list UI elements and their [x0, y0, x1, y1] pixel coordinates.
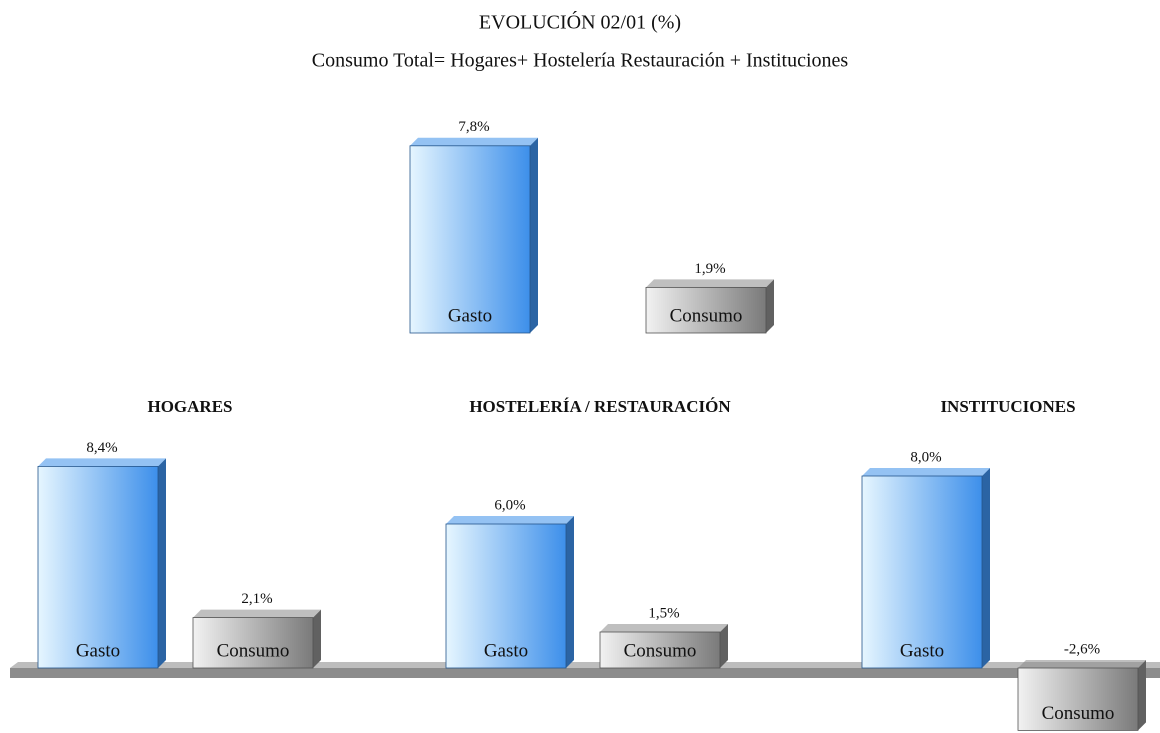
bar: [37, 458, 166, 669]
bar: [861, 468, 990, 669]
bar: [445, 516, 574, 669]
value-label: -2,6%: [1064, 641, 1100, 657]
floor-top: [10, 662, 1160, 668]
value-label: 8,0%: [910, 449, 941, 465]
bar-front: [409, 145, 531, 334]
bar-top: [1018, 660, 1146, 668]
bar-top: [600, 624, 728, 632]
bar-front: [192, 617, 314, 669]
category-label: Consumo: [670, 305, 743, 326]
bar: [192, 609, 321, 669]
bar-side: [1138, 660, 1146, 731]
chart-title: HOSTELERÍA / RESTAURACIÓN: [469, 397, 731, 416]
bar: [1017, 660, 1146, 731]
floor: [10, 668, 1160, 678]
value-label: 1,9%: [694, 261, 725, 277]
value-label: 2,1%: [241, 591, 272, 607]
value-label: 7,8%: [458, 119, 489, 135]
bar: [409, 137, 538, 334]
category-label: Gasto: [900, 640, 944, 661]
category-label: Gasto: [76, 640, 120, 661]
chart-title: EVOLUCIÓN 02/01 (%): [479, 10, 681, 34]
category-label: Consumo: [217, 640, 290, 661]
bar-top: [410, 137, 538, 146]
category-label: Consumo: [624, 640, 697, 661]
bar-top: [38, 458, 166, 467]
bar-side: [313, 609, 321, 668]
bar-front: [37, 465, 159, 669]
bar-top: [193, 609, 321, 618]
bar-side: [530, 137, 538, 333]
bar: [599, 624, 728, 669]
bar-front: [445, 523, 567, 669]
category-label: Consumo: [1042, 703, 1115, 724]
chart-title: HOGARES: [147, 397, 232, 416]
bar-top: [862, 468, 990, 476]
value-label: 8,4%: [86, 440, 117, 456]
bar-side: [566, 516, 574, 668]
bar-front: [1017, 667, 1139, 731]
category-label: Gasto: [484, 640, 528, 661]
chart-subtitle: Consumo Total= Hogares+ Hostelería Resta…: [312, 50, 849, 72]
bar-side: [720, 624, 728, 668]
category-label: Gasto: [448, 305, 492, 326]
bar-front: [645, 286, 767, 334]
bar-front: [599, 631, 721, 669]
bar-top: [446, 516, 574, 524]
bar-side: [766, 279, 774, 333]
bar-side: [982, 468, 990, 668]
chart-title: INSTITUCIONES: [940, 397, 1075, 416]
bar-top: [646, 279, 774, 288]
bar-front: [861, 475, 983, 669]
bar-side: [158, 458, 166, 668]
value-label: 6,0%: [494, 497, 525, 513]
bar: [645, 279, 774, 334]
value-label: 1,5%: [648, 605, 679, 621]
